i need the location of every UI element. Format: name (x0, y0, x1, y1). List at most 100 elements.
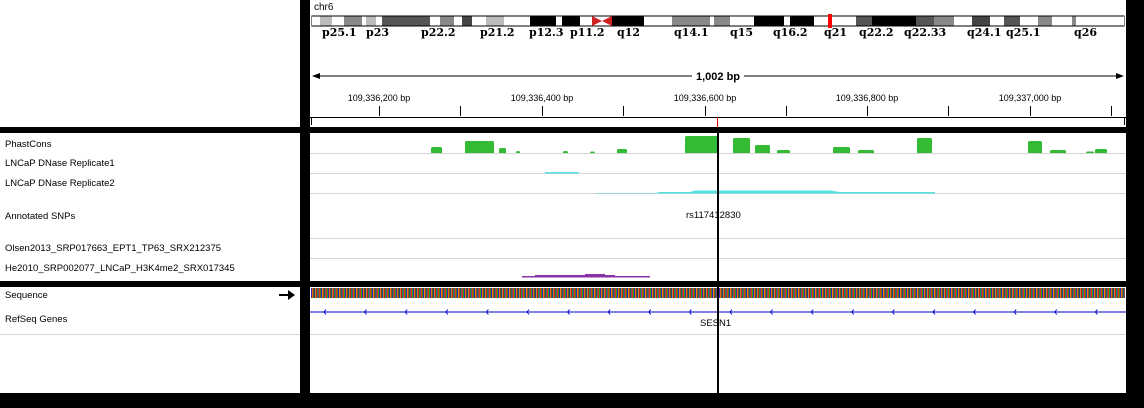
cytoband-label[interactable]: p11.2 (570, 26, 605, 39)
track-name-phastcons[interactable]: PhastCons (5, 139, 52, 150)
cytoband[interactable] (580, 16, 590, 26)
sequence-base (786, 288, 788, 298)
cytoband[interactable] (1004, 16, 1020, 26)
gene-label[interactable]: SESN1 (700, 318, 732, 329)
sequence-base (622, 288, 624, 298)
cytoband-label[interactable]: p21.2 (480, 26, 515, 39)
sequence-base (906, 288, 907, 298)
cytoband-label[interactable]: q22.2 (859, 26, 894, 39)
dnase-replicate2-track[interactable] (310, 174, 1126, 194)
sequence-base (1002, 288, 1004, 298)
cytoband-label[interactable]: q12 (617, 26, 640, 39)
sequence-base (1059, 288, 1061, 298)
cytoband-label[interactable]: q24.1 (967, 26, 1002, 39)
cytoband[interactable] (312, 16, 320, 26)
cytoband-label[interactable]: q26 (1074, 26, 1097, 39)
track-name-olsen[interactable]: Olsen2013_SRP017663_EPT1_TP63_SRX212375 (5, 243, 222, 254)
cytoband-label[interactable]: q22.33 (904, 26, 947, 39)
sequence-base (934, 288, 936, 298)
cytoband[interactable] (462, 16, 472, 26)
cytoband[interactable] (430, 16, 440, 26)
cytoband[interactable] (332, 16, 344, 26)
cytoband-label[interactable]: q15 (730, 26, 753, 39)
ruler-panel[interactable]: chr6 p25.1 p23 p22.2 p21.2 p12.3 p11.2 q12 q14.… (310, 0, 1126, 127)
phastcons-track[interactable] (310, 133, 1126, 153)
cytoband[interactable] (320, 16, 332, 26)
cytoband-label[interactable]: p23 (366, 26, 389, 39)
cytoband[interactable] (382, 16, 430, 26)
cytoband[interactable] (1076, 16, 1124, 26)
cytoband[interactable] (1020, 16, 1038, 26)
cytoband[interactable] (814, 16, 828, 26)
cytoband[interactable] (832, 16, 856, 26)
cytoband[interactable] (486, 16, 504, 26)
sequence-base (927, 288, 929, 298)
cytoband[interactable] (934, 16, 954, 26)
cytoband[interactable] (472, 16, 486, 26)
cytoband[interactable] (890, 16, 896, 26)
dnase-replicate1-track[interactable] (310, 154, 1126, 174)
sequence-base (910, 288, 912, 298)
strand-chevron-icon (810, 309, 814, 315)
track-name-dnase1[interactable]: LNCaP DNase Replicate1 (5, 158, 115, 169)
cytoband-label[interactable]: p25.1 (322, 26, 357, 39)
cytoband[interactable] (730, 16, 754, 26)
cytoband[interactable] (644, 16, 672, 26)
sequence-track[interactable] (311, 288, 1125, 298)
sequence-base (1059, 288, 1060, 298)
sequence-base (696, 288, 698, 298)
cytoband[interactable] (504, 16, 530, 26)
cytoband[interactable] (440, 16, 454, 26)
track-name-refseq[interactable]: RefSeq Genes (5, 314, 68, 325)
cytoband[interactable] (1052, 16, 1072, 26)
cytoband[interactable] (530, 16, 556, 26)
cytoband-label[interactable]: q25.1 (1006, 26, 1041, 39)
cytoband[interactable] (366, 16, 376, 26)
strand-arrow-icon[interactable] (278, 289, 296, 301)
cytoband[interactable] (362, 16, 366, 26)
cytoband[interactable] (562, 16, 580, 26)
cytoband[interactable] (790, 16, 814, 26)
cytoband-label[interactable]: q14.1 (674, 26, 709, 39)
sequence-base (644, 288, 646, 298)
track-name-snps[interactable]: Annotated SNPs (5, 211, 76, 222)
cytoband[interactable] (1072, 16, 1076, 26)
cytoband[interactable] (954, 16, 972, 26)
sequence-base (565, 288, 567, 298)
cytoband[interactable] (344, 16, 362, 26)
cytoband[interactable] (714, 16, 730, 26)
sequence-base (796, 288, 798, 298)
sequence-base (942, 288, 944, 298)
cytoband[interactable] (710, 16, 714, 26)
cytoband[interactable] (454, 16, 462, 26)
track-name-sequence[interactable]: Sequence (5, 290, 48, 301)
snp-label[interactable]: rs117412830 (686, 210, 741, 221)
sequence-base (732, 288, 734, 298)
cytoband[interactable] (856, 16, 872, 26)
cytoband-label[interactable]: q21 (824, 26, 847, 39)
sequence-base (1031, 288, 1033, 298)
cytoband-label[interactable]: q16.2 (773, 26, 808, 39)
h3k4me2-track[interactable] (310, 259, 1126, 279)
cytoband[interactable] (872, 16, 890, 26)
cytoband[interactable] (1038, 16, 1052, 26)
cytoband[interactable] (754, 16, 784, 26)
cytoband[interactable] (916, 16, 934, 26)
cytoband[interactable] (784, 16, 790, 26)
sequence-base (412, 288, 414, 298)
cytoband[interactable] (612, 16, 644, 26)
cytoband[interactable] (972, 16, 990, 26)
sequence-base (1047, 288, 1049, 298)
cytoband[interactable] (556, 16, 562, 26)
cytoband-label[interactable]: p22.2 (421, 26, 456, 39)
sequence-base (954, 288, 956, 298)
cytoband[interactable] (672, 16, 710, 26)
cytoband-label[interactable]: p12.3 (529, 26, 564, 39)
cytoband[interactable] (990, 16, 1004, 26)
chromosome-ideogram[interactable] (310, 14, 1126, 28)
cytoband[interactable] (896, 16, 916, 26)
sequence-base (438, 288, 440, 298)
sequence-base (609, 288, 611, 298)
track-name-dnase2[interactable]: LNCaP DNase Replicate2 (5, 178, 115, 189)
track-name-he2010[interactable]: He2010_SRP002077_LNCaP_H3K4me2_SRX017345 (5, 263, 235, 274)
